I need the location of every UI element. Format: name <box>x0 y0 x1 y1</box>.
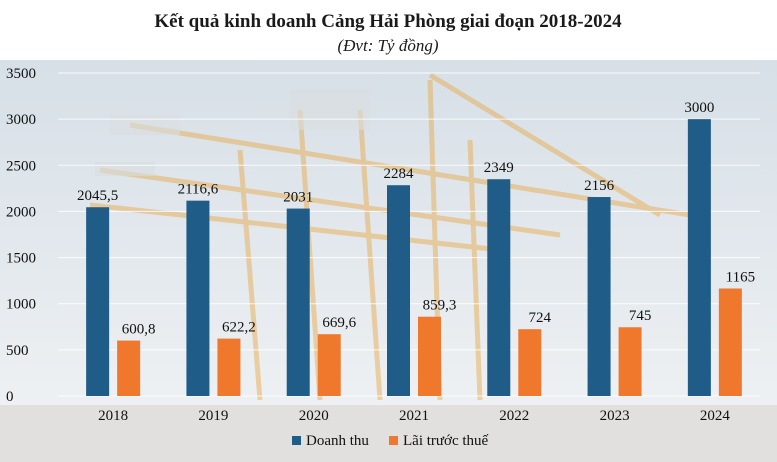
y-tick-label: 1500 <box>6 251 36 267</box>
bar-doanh-thu-2022 <box>487 179 511 396</box>
chart-title: Kết quả kinh doanh Cảng Hải Phòng giai đ… <box>154 11 622 32</box>
data-labels: 2045,5 600,8 2116,6 622,2 2031 669,6 2284 859,3… <box>77 100 755 337</box>
y-tick-label: 3000 <box>6 112 36 128</box>
data-label-doanh-thu-2018: 2045,5 <box>77 188 118 204</box>
x-axis: 2018 2019 2020 2021 2022 2023 2024 <box>98 408 730 424</box>
bar-lai-truoc-thue-2024 <box>718 288 742 396</box>
x-tick-label-2024: 2024 <box>700 408 731 424</box>
x-tick-label-2021: 2021 <box>399 408 429 424</box>
data-label-lai-truoc-thue-2018: 600,8 <box>122 322 156 338</box>
bar-lai-truoc-thue-2020 <box>317 334 341 396</box>
y-tick-label: 2500 <box>6 158 36 174</box>
x-tick-label-2018: 2018 <box>98 408 128 424</box>
bar-doanh-thu-2018 <box>86 207 110 396</box>
bar-doanh-thu-2019 <box>186 200 210 396</box>
bar-doanh-thu-2020 <box>286 208 310 396</box>
data-label-doanh-thu-2022: 2349 <box>484 160 514 176</box>
legend-label-lai-truoc-thue: Lãi trước thuế <box>403 433 489 449</box>
data-label-doanh-thu-2019: 2116,6 <box>178 182 219 198</box>
bar-lai-truoc-thue-2019 <box>217 338 241 396</box>
x-tick-label-2023: 2023 <box>600 408 630 424</box>
bar-lai-truoc-thue-2018 <box>117 340 141 396</box>
bar-doanh-thu-2023 <box>587 197 611 396</box>
data-label-lai-truoc-thue-2022: 724 <box>529 310 552 326</box>
bar-lai-truoc-thue-2022 <box>518 329 542 396</box>
legend: Doanh thu Lãi trước thuế <box>292 433 489 449</box>
bars <box>86 119 742 397</box>
y-tick-label: 3500 <box>6 66 36 82</box>
data-label-doanh-thu-2024: 3000 <box>684 100 714 116</box>
bar-doanh-thu-2024 <box>687 119 711 397</box>
data-label-lai-truoc-thue-2023: 745 <box>629 308 652 324</box>
x-tick-label-2020: 2020 <box>299 408 329 424</box>
legend-label-doanh-thu: Doanh thu <box>306 433 369 449</box>
data-label-doanh-thu-2023: 2156 <box>584 178 615 194</box>
y-tick-label: 1000 <box>6 297 36 313</box>
bar-doanh-thu-2021 <box>387 185 410 396</box>
bar-lai-truoc-thue-2023 <box>618 327 642 396</box>
y-axis: 0 500 1000 1500 2000 2500 3000 3500 <box>6 66 36 405</box>
x-tick-label-2022: 2022 <box>499 408 529 424</box>
legend-swatch-lai-truoc-thue <box>389 436 398 445</box>
data-label-lai-truoc-thue-2019: 622,2 <box>222 320 256 336</box>
bar-lai-truoc-thue-2021 <box>418 316 441 396</box>
data-label-lai-truoc-thue-2021: 859,3 <box>423 298 457 314</box>
y-tick-label: 500 <box>6 343 29 359</box>
data-label-doanh-thu-2021: 2284 <box>384 166 415 182</box>
y-tick-label: 0 <box>6 389 14 405</box>
data-label-doanh-thu-2020: 2031 <box>283 190 313 206</box>
x-tick-label-2019: 2019 <box>198 408 228 424</box>
chart-subtitle: (Đvt: Tỷ đồng) <box>337 36 438 55</box>
legend-swatch-doanh-thu <box>292 436 301 445</box>
data-label-lai-truoc-thue-2020: 669,6 <box>322 315 356 331</box>
y-tick-label: 2000 <box>6 204 36 220</box>
data-label-lai-truoc-thue-2024: 1165 <box>726 269 755 285</box>
